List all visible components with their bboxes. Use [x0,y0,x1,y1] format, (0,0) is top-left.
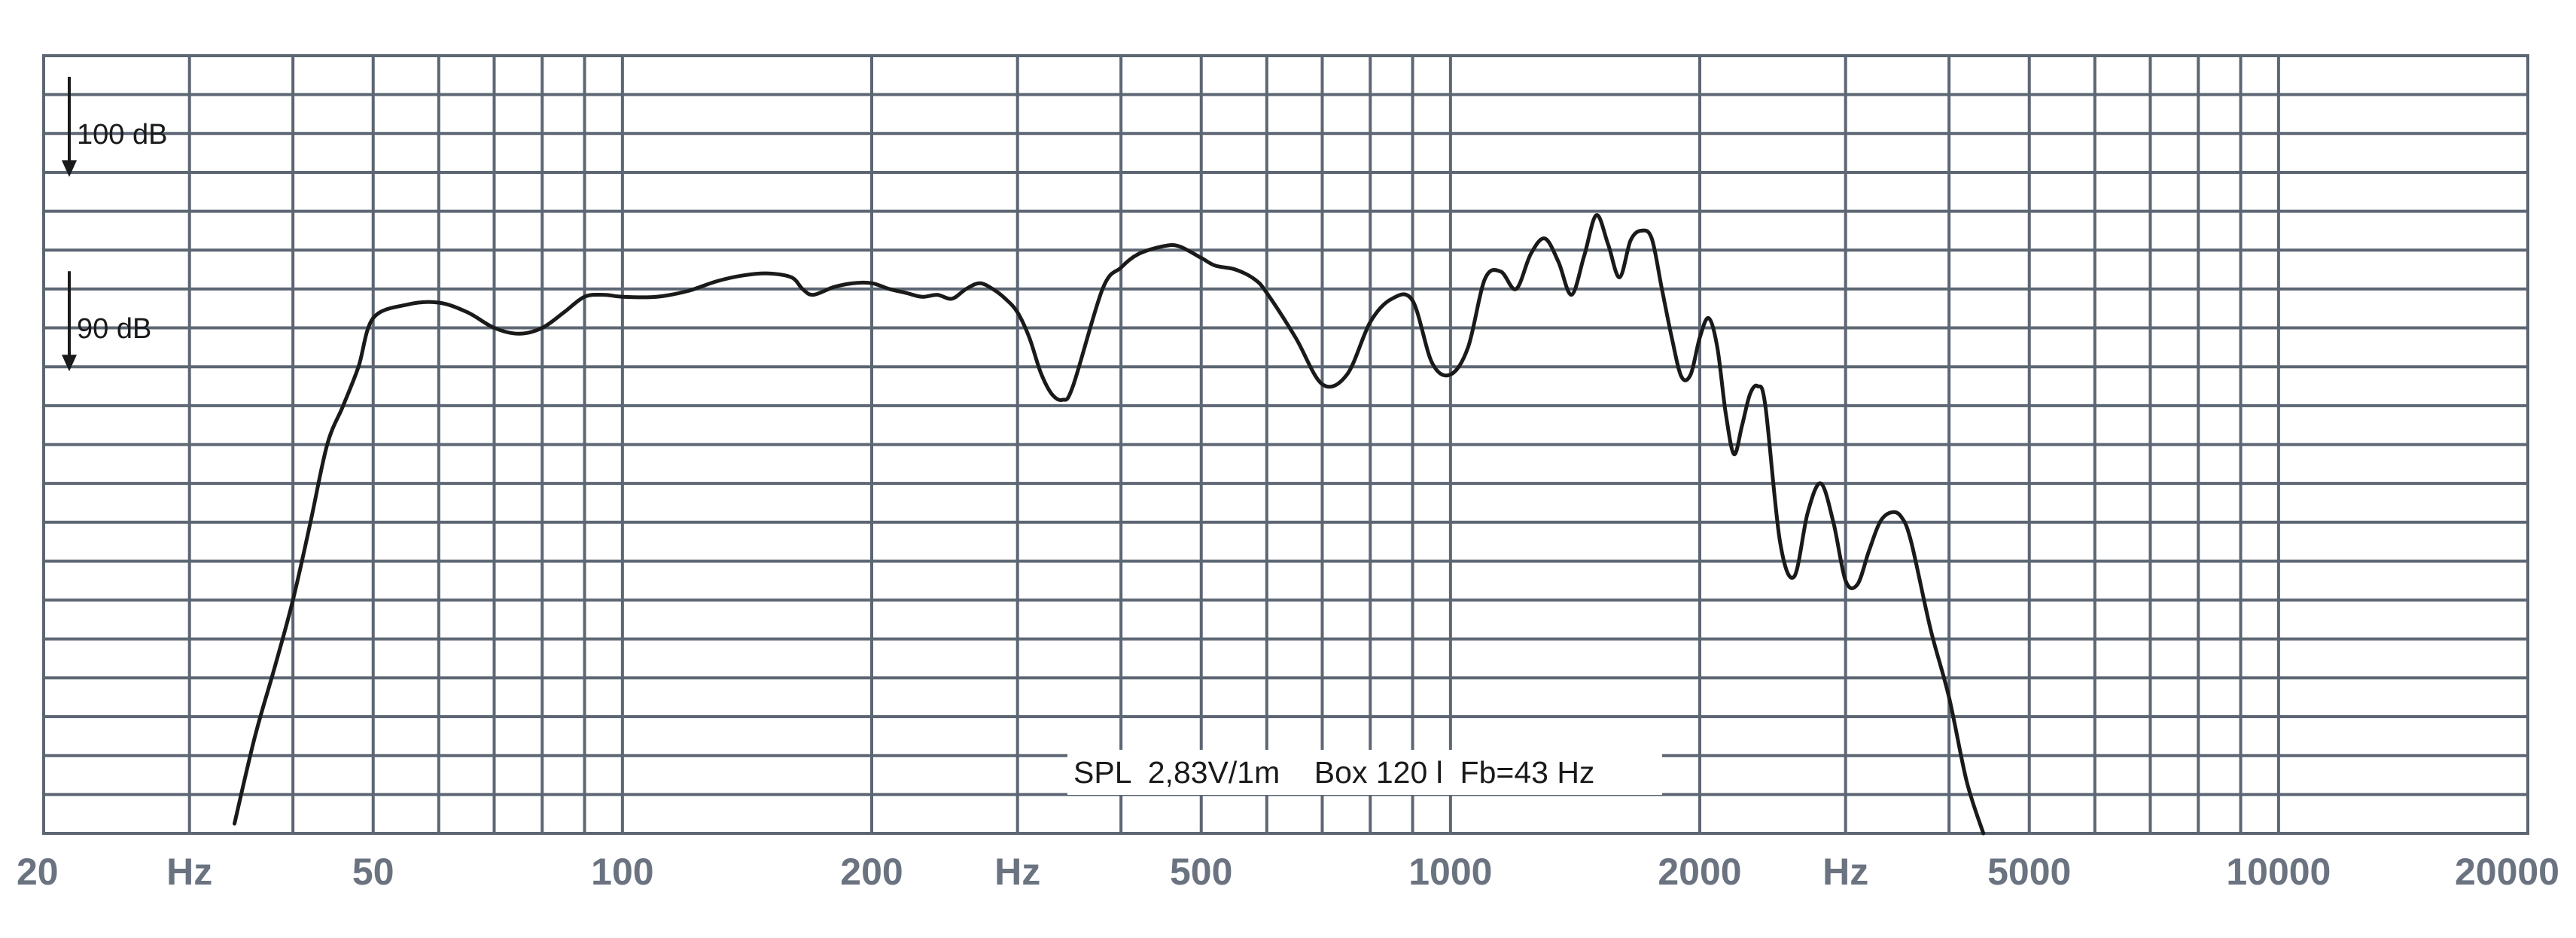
reference-100db-label: 100 dB [77,119,167,151]
measurement-conditions-annotation: SPL 2,83V/1m Box 120 l Fb=43 Hz [1073,755,1594,790]
x-tick-label: 2000 [1658,851,1741,893]
x-tick-label: 500 [1170,851,1232,893]
spl-response-curve [233,213,1986,836]
x-tick-label: 200 [840,851,903,893]
annotation-background [1067,750,1662,795]
reference-90db-marker: 90 dB [62,271,151,372]
plot-frame [42,54,2529,835]
x-tick-label: 20000 [2455,851,2559,893]
reference-90db-arrow-head [62,355,77,372]
x-tick-label: 1000 [1408,851,1492,893]
reference-90db-label: 90 dB [77,313,151,345]
reference-100db-marker: 100 dB [62,76,167,177]
x-tick-label: 5000 [1987,851,2071,893]
x-tick-label: 100 [591,851,653,893]
x-tick-label: 50 [352,851,394,893]
x-tick-label: Hz [166,851,212,893]
x-tick-label: 20 [17,851,59,893]
x-tick-label: Hz [1822,851,1868,893]
reference-100db-arrow-head [62,160,77,177]
x-tick-label: 10000 [2226,851,2331,893]
x-axis-tick-labels: 20 Hz 50 100 200 Hz 500 1000 2000 Hz 5000 10000 2000… [17,851,2559,893]
x-tick-label: Hz [994,851,1040,893]
horizontal-grid-lines [44,93,2528,796]
